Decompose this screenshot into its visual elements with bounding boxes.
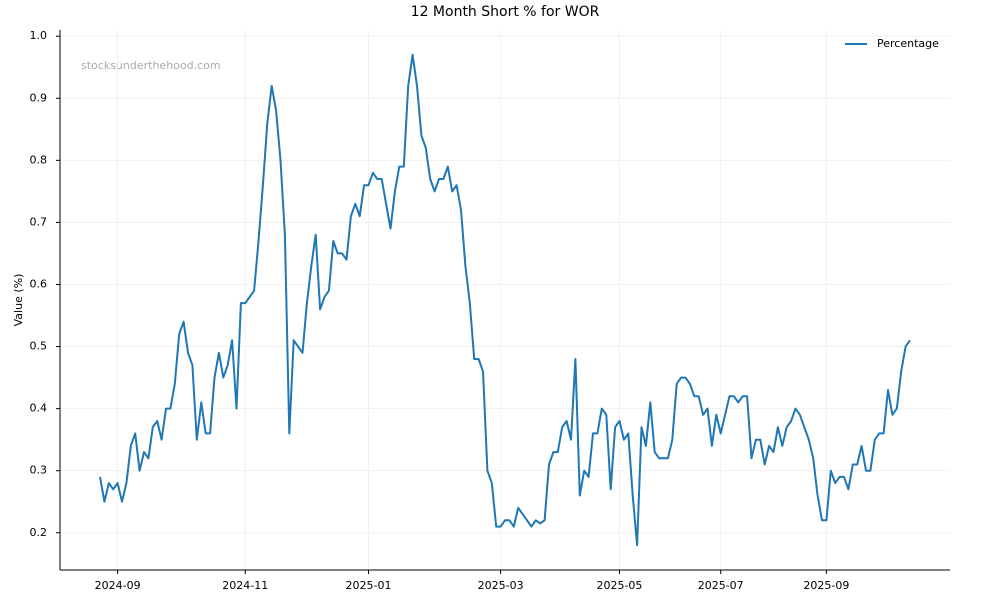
legend-label: Percentage — [877, 37, 939, 50]
x-tick-label: 2025-07 — [698, 579, 744, 592]
x-tick-label: 2025-09 — [803, 579, 849, 592]
x-tick-label: 2025-03 — [478, 579, 524, 592]
y-tick-label: 0.9 — [30, 91, 48, 104]
x-tick-label: 2025-01 — [346, 579, 392, 592]
y-tick-label: 0.5 — [30, 340, 48, 353]
x-tick-label: 2025-05 — [596, 579, 642, 592]
y-tick-label: 1.0 — [30, 29, 48, 42]
data-line — [99, 53, 911, 547]
y-tick-label: 0.4 — [30, 402, 48, 415]
y-tick-label: 0.6 — [30, 277, 48, 290]
y-axis-label: Value (%) — [12, 274, 25, 327]
y-tick-label: 0.8 — [30, 153, 48, 166]
watermark: stocksunderthehood.com — [81, 59, 221, 72]
x-tick-label: 2024-09 — [95, 579, 141, 592]
y-tick-label: 0.2 — [30, 526, 48, 539]
x-tick-label: 2024-11 — [222, 579, 268, 592]
chart-title: 12 Month Short % for WOR — [411, 4, 600, 20]
y-tick-label: 0.3 — [30, 464, 48, 477]
y-tick-label: 0.7 — [30, 215, 48, 228]
